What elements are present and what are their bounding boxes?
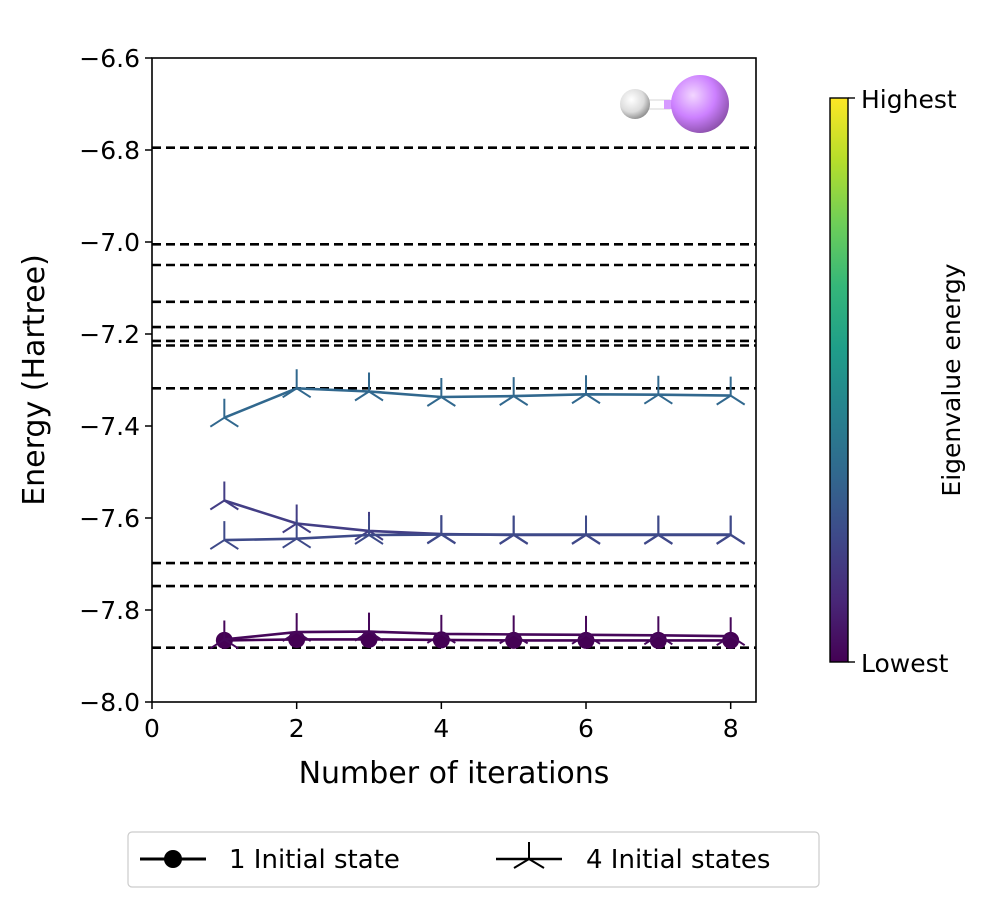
legend-entry-1-initial-state: 1 Initial state [140,845,400,875]
series-layer [209,369,746,650]
x-axis: 0 2 4 6 8 [144,702,739,743]
bond-li-segment [664,100,678,109]
y-tick-label: −7.2 [79,320,140,349]
data-point [571,375,601,405]
y-axis-title: Energy (Hartree) [17,254,52,506]
legend-label-4-initial-states: 4 Initial states [586,845,770,875]
y-tick-label: −7.8 [79,596,140,625]
data-point [499,515,529,545]
lih-molecule-inset [620,75,729,133]
colorbar-bottom-label: Lowest [861,649,949,678]
series-line [223,499,731,537]
colorbar: Highest Lowest Eigenvalue energy [829,85,966,678]
y-axis: −8.0 −7.8 −7.6 −7.4 −7.2 −7.0 −6.8 −6.6 [79,44,152,717]
x-axis-title: Number of iterations [299,756,610,791]
data-point [716,515,746,545]
reference-lines [152,146,756,650]
data-point [716,376,746,406]
data-point [499,377,529,406]
data-point [209,398,239,428]
data-point [360,630,378,648]
lithium-atom [671,75,729,133]
data-point [282,369,312,399]
data-point [282,519,312,549]
data-point [354,516,384,545]
y-tick-label: −7.4 [79,412,140,441]
data-point [282,613,312,642]
series-line [223,386,731,419]
x-tick-label: 4 [433,714,449,743]
data-point [354,612,384,642]
series-2 [209,612,746,650]
series-line [224,533,731,542]
y-tick-label: −7.0 [79,228,140,257]
x-tick-label: 2 [289,714,305,743]
plot-frame [151,57,757,703]
x-tick-label: 8 [723,714,739,743]
data-point [643,375,673,405]
data-point [354,372,384,402]
legend-marker-circle [164,850,182,868]
data-point [426,515,456,545]
y-tick-label: −6.6 [79,44,140,73]
y-tick-label: −8.0 [79,688,140,717]
colorbar-gradient [829,97,849,663]
hydrogen-atom [620,89,650,119]
data-point [571,615,601,645]
legend-marker-tri [513,842,545,869]
data-point [716,617,746,647]
data-point [499,615,529,645]
data-point [643,616,673,646]
colorbar-top-label: Highest [861,85,957,114]
data-point [571,515,601,545]
series-4 [209,515,746,550]
legend-label-1-initial-state: 1 Initial state [229,845,400,875]
y-tick-label: −6.8 [79,136,140,165]
legend-box [127,831,820,888]
x-tick-label: 0 [144,714,160,743]
data-point [426,378,456,407]
series-line [224,630,731,641]
y-tick-label: −7.6 [79,504,140,533]
data-point [209,481,239,511]
data-point [643,515,673,545]
data-point [426,614,456,644]
x-tick-label: 6 [578,714,594,743]
data-point [209,521,239,550]
legend-entry-4-initial-states: 4 Initial states [496,842,770,875]
data-point [209,620,239,650]
legend: 1 Initial state 4 Initial states [127,831,820,888]
colorbar-title: Eigenvalue energy [937,263,966,496]
series-5 [209,369,746,428]
